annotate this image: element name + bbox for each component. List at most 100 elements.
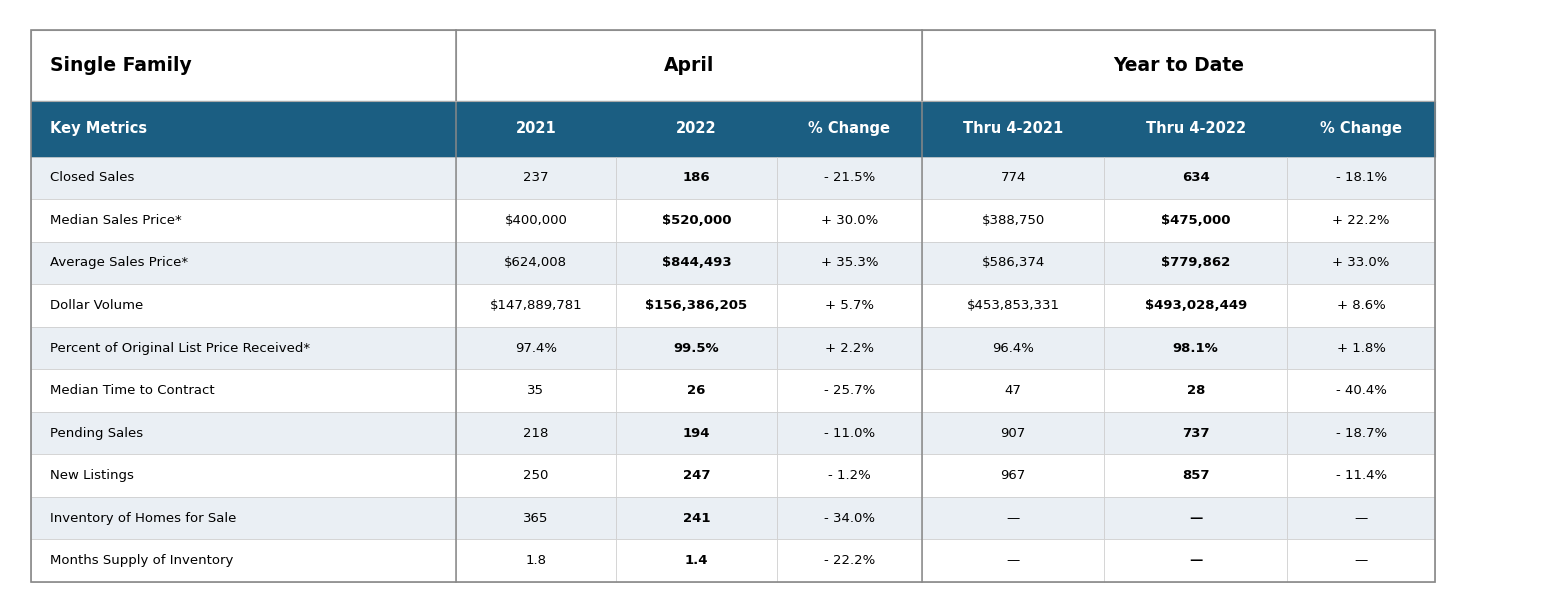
- Text: $493,028,449: $493,028,449: [1145, 299, 1246, 312]
- Bar: [31, 539, 456, 582]
- Bar: [922, 242, 1104, 284]
- Bar: [777, 539, 922, 582]
- Text: $586,374: $586,374: [981, 256, 1045, 269]
- Text: 194: 194: [683, 427, 710, 440]
- Bar: [1287, 284, 1435, 327]
- Bar: [1104, 327, 1287, 369]
- Text: + 22.2%: + 22.2%: [1332, 214, 1390, 227]
- Text: 634: 634: [1182, 172, 1209, 184]
- Text: Months Supply of Inventory: Months Supply of Inventory: [50, 554, 234, 567]
- Bar: [456, 369, 616, 412]
- Bar: [616, 497, 777, 539]
- Text: 247: 247: [683, 469, 710, 482]
- Bar: [616, 157, 777, 199]
- Bar: [777, 454, 922, 497]
- Text: Median Time to Contract: Median Time to Contract: [50, 384, 215, 397]
- Bar: [1104, 199, 1287, 242]
- Bar: [922, 284, 1104, 327]
- Text: - 21.5%: - 21.5%: [824, 172, 875, 184]
- Bar: [1287, 101, 1435, 157]
- Bar: [616, 412, 777, 454]
- Text: —: —: [1189, 554, 1203, 567]
- Text: + 30.0%: + 30.0%: [821, 214, 878, 227]
- Text: $147,889,781: $147,889,781: [490, 299, 582, 312]
- Bar: [1287, 242, 1435, 284]
- Bar: [922, 101, 1104, 157]
- Text: + 35.3%: + 35.3%: [821, 256, 878, 269]
- Text: 2021: 2021: [515, 121, 557, 136]
- Text: - 11.4%: - 11.4%: [1335, 469, 1387, 482]
- Text: - 18.7%: - 18.7%: [1335, 427, 1387, 440]
- Text: 737: 737: [1182, 427, 1209, 440]
- Bar: [922, 369, 1104, 412]
- Bar: [456, 454, 616, 497]
- Text: $475,000: $475,000: [1161, 214, 1231, 227]
- Bar: [922, 539, 1104, 582]
- Bar: [1287, 454, 1435, 497]
- Bar: [616, 242, 777, 284]
- Text: - 25.7%: - 25.7%: [824, 384, 875, 397]
- Bar: [922, 327, 1104, 369]
- Bar: [922, 454, 1104, 497]
- Text: $844,493: $844,493: [661, 256, 732, 269]
- Bar: [1104, 412, 1287, 454]
- Text: + 2.2%: + 2.2%: [825, 341, 874, 355]
- Bar: [1104, 539, 1287, 582]
- Bar: [31, 454, 456, 497]
- Bar: [1287, 327, 1435, 369]
- Bar: [1104, 101, 1287, 157]
- Bar: [31, 30, 1435, 582]
- Bar: [1287, 157, 1435, 199]
- Bar: [616, 284, 777, 327]
- Text: $624,008: $624,008: [504, 256, 568, 269]
- Text: April: April: [663, 56, 714, 75]
- Bar: [456, 30, 922, 101]
- Bar: [616, 101, 777, 157]
- Text: 365: 365: [523, 512, 549, 524]
- Text: 250: 250: [523, 469, 549, 482]
- Bar: [616, 199, 777, 242]
- Text: 241: 241: [683, 512, 710, 524]
- Bar: [456, 412, 616, 454]
- Text: Key Metrics: Key Metrics: [50, 121, 147, 136]
- Bar: [1287, 412, 1435, 454]
- Text: - 1.2%: - 1.2%: [828, 469, 870, 482]
- Bar: [616, 369, 777, 412]
- Text: 237: 237: [523, 172, 549, 184]
- Bar: [922, 157, 1104, 199]
- Bar: [31, 157, 456, 199]
- Bar: [777, 101, 922, 157]
- Bar: [31, 242, 456, 284]
- Bar: [1104, 242, 1287, 284]
- Text: % Change: % Change: [808, 121, 891, 136]
- Bar: [922, 30, 1435, 101]
- Bar: [456, 497, 616, 539]
- Bar: [456, 242, 616, 284]
- Text: 1.4: 1.4: [685, 554, 708, 567]
- Text: + 1.8%: + 1.8%: [1337, 341, 1385, 355]
- Text: Year to Date: Year to Date: [1114, 56, 1243, 75]
- Bar: [31, 199, 456, 242]
- Text: Thru 4-2022: Thru 4-2022: [1145, 121, 1246, 136]
- Bar: [31, 30, 456, 101]
- Bar: [777, 157, 922, 199]
- Text: 907: 907: [1000, 427, 1026, 440]
- Bar: [456, 284, 616, 327]
- Text: 98.1%: 98.1%: [1173, 341, 1218, 355]
- Bar: [777, 242, 922, 284]
- Bar: [31, 497, 456, 539]
- Bar: [777, 369, 922, 412]
- Bar: [456, 327, 616, 369]
- Bar: [456, 199, 616, 242]
- Text: 218: 218: [523, 427, 549, 440]
- Bar: [31, 412, 456, 454]
- Bar: [1287, 497, 1435, 539]
- Text: 35: 35: [527, 384, 544, 397]
- Text: - 22.2%: - 22.2%: [824, 554, 875, 567]
- Text: 47: 47: [1005, 384, 1022, 397]
- Bar: [1287, 369, 1435, 412]
- Text: - 11.0%: - 11.0%: [824, 427, 875, 440]
- Text: Median Sales Price*: Median Sales Price*: [50, 214, 181, 227]
- Bar: [922, 199, 1104, 242]
- Bar: [1104, 157, 1287, 199]
